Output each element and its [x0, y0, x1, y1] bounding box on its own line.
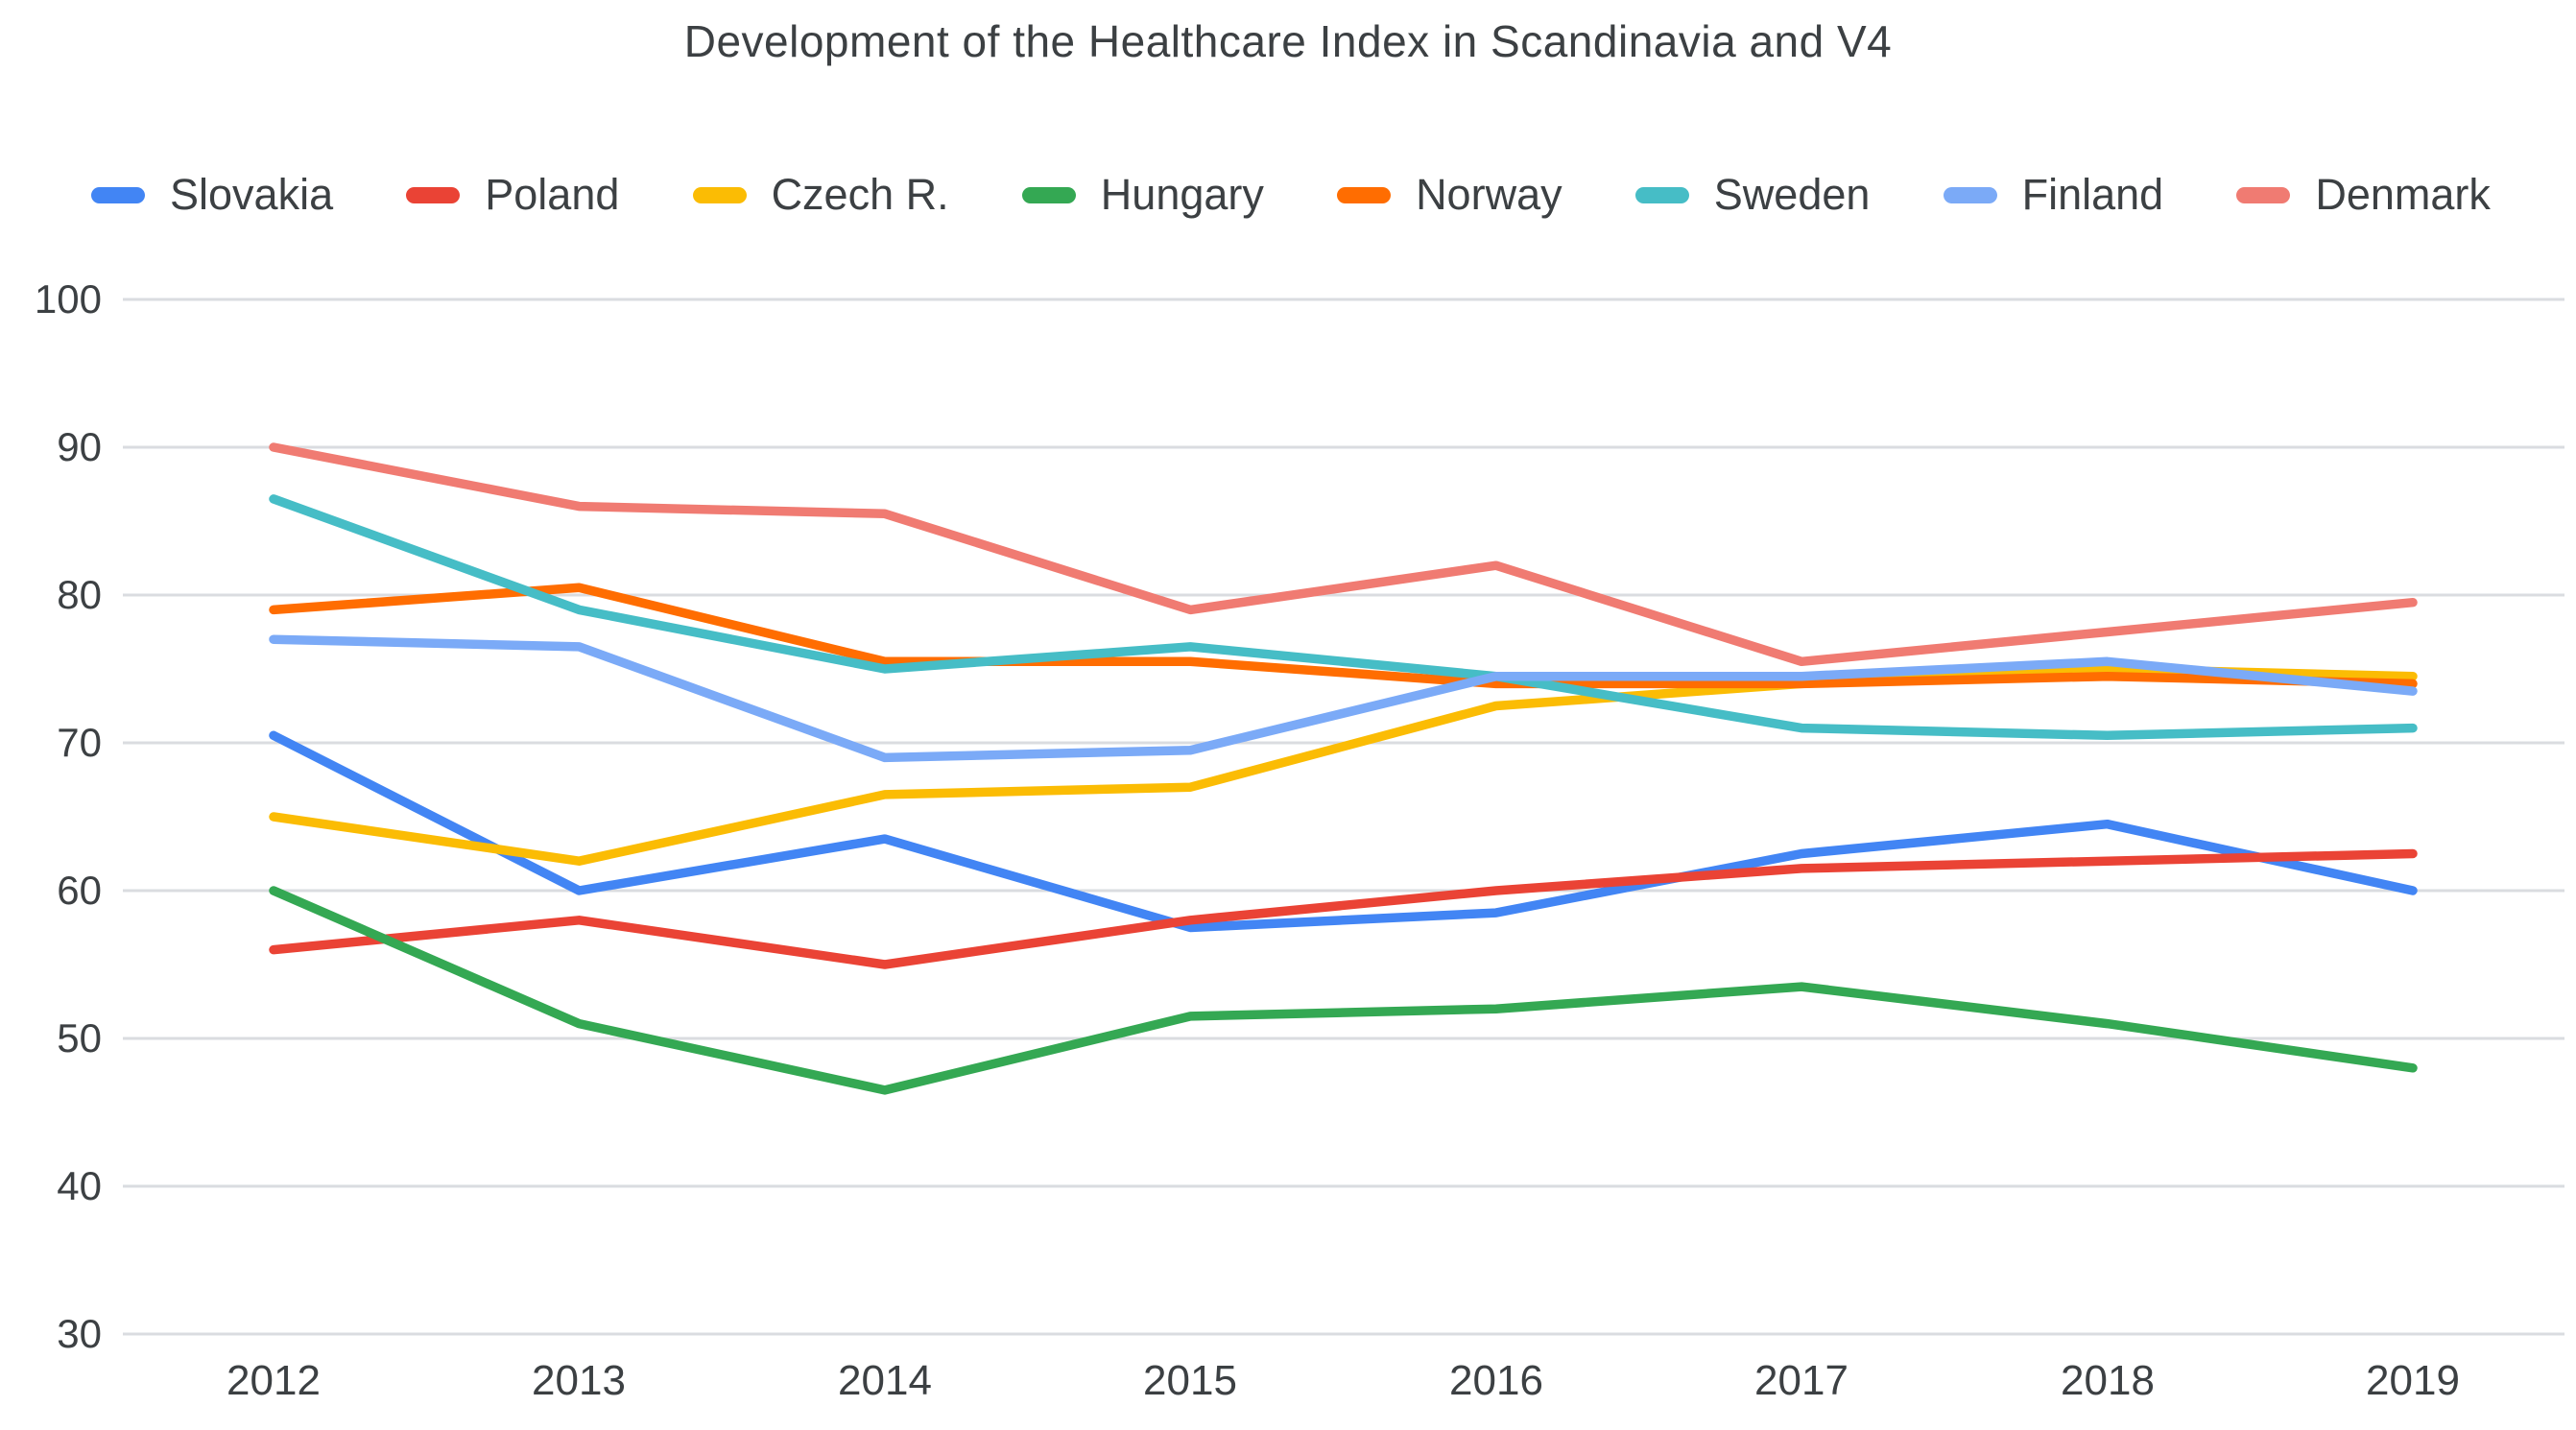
legend-label: Slovakia — [170, 170, 334, 219]
chart-title: Development of the Healthcare Index in S… — [683, 16, 1893, 66]
legend-label: Poland — [485, 170, 620, 219]
legend-swatch-icon — [1021, 186, 1076, 203]
legend-label: Norway — [1416, 170, 1562, 219]
x-axis-tick: 2015 — [1143, 1357, 1237, 1404]
legend-label: Finland — [2021, 170, 2164, 219]
series-line-denmark — [269, 442, 2418, 667]
series-line-norway — [269, 583, 2418, 689]
legend-item-sweden: Sweden — [1634, 170, 1871, 220]
legend-item-hungary: Hungary — [1021, 170, 1264, 220]
legend-item-denmark: Denmark — [2236, 170, 2491, 220]
y-axis-tick: 70 — [57, 720, 102, 765]
x-axis-tick: 2018 — [2061, 1357, 2155, 1404]
legend-label: Hungary — [1100, 170, 1264, 219]
legend-swatch-icon — [1337, 186, 1392, 203]
series-line-czech-r — [269, 664, 2418, 866]
y-axis-tick: 30 — [57, 1311, 102, 1356]
legend-swatch-icon — [1943, 186, 1997, 203]
series-line-poland — [269, 848, 2418, 969]
legend-swatch-icon — [91, 186, 145, 203]
legend-item-poland: Poland — [406, 170, 619, 220]
legend-swatch-icon — [692, 186, 747, 203]
y-axis-tick: 50 — [57, 1015, 102, 1061]
legend-item-slovakia: Slovakia — [91, 170, 333, 220]
y-axis-tick: 40 — [57, 1163, 102, 1208]
legend-swatch-icon — [406, 186, 461, 203]
chart-legend: Slovakia Poland Czech R. Hungary Norway … — [91, 161, 2491, 228]
series-line-finland — [269, 634, 2418, 763]
legend-item-czech-r: Czech R. — [692, 170, 949, 220]
y-axis-tick: 90 — [57, 424, 102, 469]
x-axis-tick: 2014 — [838, 1357, 932, 1404]
legend-swatch-icon — [1634, 186, 1689, 203]
x-axis-tick: 2016 — [1449, 1357, 1543, 1404]
y-axis-tick: 60 — [57, 868, 102, 913]
legend-label: Czech R. — [771, 170, 949, 219]
x-axis-tick: 2019 — [2366, 1357, 2460, 1404]
series-line-slovakia — [269, 730, 2418, 933]
legend-label: Denmark — [2315, 170, 2491, 219]
x-axis-tick: 2017 — [1754, 1357, 1849, 1404]
series-line-hungary — [269, 886, 2418, 1095]
legend-swatch-icon — [2236, 186, 2291, 203]
x-axis-tick: 2012 — [227, 1357, 321, 1404]
legend-item-finland: Finland — [1943, 170, 2164, 220]
legend-item-norway: Norway — [1337, 170, 1562, 220]
y-axis-tick: 100 — [34, 276, 102, 322]
y-axis-tick: 80 — [57, 572, 102, 617]
series-line-sweden — [269, 494, 2418, 741]
x-axis-tick: 2013 — [532, 1357, 626, 1404]
legend-label: Sweden — [1713, 170, 1871, 219]
